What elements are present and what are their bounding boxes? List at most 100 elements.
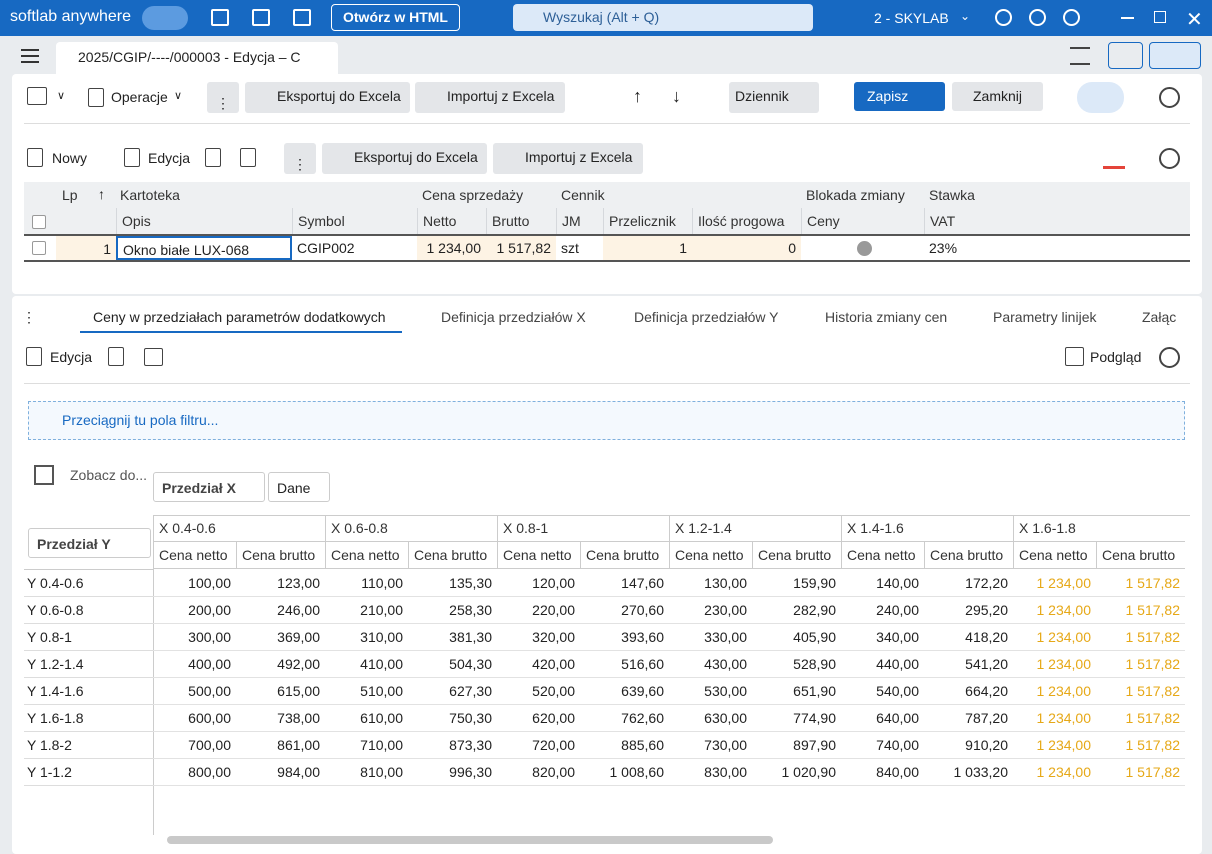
tab[interactable]: Definicja przedziałów X bbox=[441, 309, 586, 325]
pivot-cell: 541,20 bbox=[924, 651, 1013, 678]
refresh-icon[interactable] bbox=[1159, 148, 1180, 169]
see-more[interactable]: Zobacz do... bbox=[70, 467, 147, 483]
measure-header: Cena netto bbox=[669, 542, 752, 569]
bc-icon[interactable] bbox=[293, 9, 311, 26]
operations-caret[interactable]: ∨ bbox=[174, 89, 182, 102]
info-icon[interactable] bbox=[205, 148, 221, 167]
open-html-button[interactable]: Otwórz w HTML bbox=[331, 4, 460, 31]
minimize[interactable] bbox=[1121, 17, 1134, 19]
maximize[interactable] bbox=[1154, 11, 1166, 23]
pivot-cell: 710,00 bbox=[325, 732, 408, 759]
scrollbar[interactable] bbox=[167, 836, 773, 844]
docs-icon[interactable] bbox=[252, 9, 270, 26]
export-button[interactable]: Eksportuj do Excela bbox=[322, 143, 487, 174]
help-icon[interactable] bbox=[995, 9, 1012, 26]
print-caret[interactable]: ∨ bbox=[57, 89, 65, 102]
data-field[interactable]: Dane bbox=[268, 472, 330, 502]
measure-header: Cena netto bbox=[153, 542, 236, 569]
pivot-cell: 620,00 bbox=[497, 705, 580, 732]
preview-icon[interactable] bbox=[1065, 347, 1084, 366]
divider bbox=[24, 123, 1190, 124]
pivot-cell: 282,90 bbox=[752, 597, 841, 624]
delete-icon[interactable] bbox=[108, 347, 124, 366]
chart-icon[interactable] bbox=[1103, 149, 1125, 169]
pivot-cell: 492,00 bbox=[236, 651, 325, 678]
group-header: Blokada zmiany bbox=[801, 182, 905, 208]
more-button[interactable]: ⋮ bbox=[284, 143, 316, 174]
tab[interactable]: Parametry linijek bbox=[993, 309, 1096, 325]
lock-icon bbox=[857, 241, 872, 256]
pivot-cell: 840,00 bbox=[841, 759, 924, 786]
pivot-cell: 100,00 bbox=[153, 570, 236, 597]
pivot-cell: 410,00 bbox=[325, 651, 408, 678]
pivot-cell: 861,00 bbox=[236, 732, 325, 759]
export-button[interactable]: Eksportuj do Excela bbox=[245, 82, 410, 113]
row-cell[interactable]: Okno białe LUX-068 bbox=[116, 236, 292, 260]
save-button[interactable]: Zapisz bbox=[854, 82, 945, 111]
home-icon[interactable] bbox=[211, 9, 229, 26]
print-icon[interactable] bbox=[27, 87, 47, 105]
column-header: Symbol bbox=[292, 208, 417, 234]
pivot-cell: 295,20 bbox=[924, 597, 1013, 624]
tab[interactable]: Załąc bbox=[1142, 309, 1177, 325]
measure-header: Cena brutto bbox=[580, 542, 669, 569]
pivot-cell: 615,00 bbox=[236, 678, 325, 705]
pivot-cell: 530,00 bbox=[669, 678, 752, 705]
row-field[interactable]: Przedział Y bbox=[28, 528, 151, 558]
refresh-icon[interactable] bbox=[1159, 347, 1180, 368]
layout-icon[interactable] bbox=[34, 465, 54, 485]
pivot-cell: 130,00 bbox=[669, 570, 752, 597]
journal-select[interactable]: Dziennik bbox=[729, 82, 819, 113]
close-button[interactable]: Zamknij bbox=[952, 82, 1043, 111]
new[interactable]: Nowy bbox=[52, 150, 87, 166]
document-tab[interactable]: 2025/CGIP/----/000003 - Edycja – C bbox=[56, 42, 338, 74]
filter-zone: Przeciągnij tu pola filtru... bbox=[28, 401, 1185, 440]
status-button[interactable] bbox=[1077, 82, 1124, 113]
row-label: Y 0.6-0.8 bbox=[24, 597, 153, 624]
pivot-cell: 230,00 bbox=[669, 597, 752, 624]
tabs-more[interactable]: ⋮ bbox=[22, 309, 36, 326]
search-box[interactable]: Wyszukaj (Alt + Q) bbox=[513, 4, 813, 31]
delete-icon[interactable] bbox=[240, 148, 256, 167]
pivot-cell: 504,30 bbox=[408, 651, 497, 678]
pivot-cell: 516,60 bbox=[580, 651, 669, 678]
more-button[interactable]: ⋮ bbox=[207, 82, 239, 113]
column-header: JM bbox=[556, 208, 603, 234]
down-arrow[interactable]: ↓ bbox=[672, 86, 681, 107]
company-caret[interactable]: ⌄ bbox=[960, 9, 970, 23]
refresh-icon[interactable] bbox=[1159, 87, 1180, 108]
pivot-cell: 774,90 bbox=[752, 705, 841, 732]
pivot-cell: 440,00 bbox=[841, 651, 924, 678]
column-group: X 0.8-1 bbox=[497, 515, 669, 542]
pivot-cell: 1 517,82 bbox=[1096, 651, 1185, 678]
close[interactable]: ✕ bbox=[1186, 7, 1203, 32]
measure-header: Cena brutto bbox=[236, 542, 325, 569]
measure-header: Cena netto bbox=[497, 542, 580, 569]
tab-underline bbox=[80, 331, 402, 333]
workspace-switch[interactable] bbox=[142, 6, 188, 30]
company-select[interactable]: 2 - SKYLAB bbox=[874, 10, 949, 26]
print-icon[interactable] bbox=[144, 348, 163, 366]
more-icon[interactable] bbox=[1063, 9, 1080, 26]
up-arrow[interactable]: ↑ bbox=[633, 86, 642, 107]
import-button[interactable]: Importuj z Excela bbox=[493, 143, 643, 174]
pivot-cell: 330,00 bbox=[669, 624, 752, 651]
share-button[interactable] bbox=[1108, 42, 1143, 69]
select-all[interactable] bbox=[32, 215, 46, 229]
row-cell: szt bbox=[556, 236, 603, 260]
tab[interactable]: Ceny w przedziałach parametrów dodatkowy… bbox=[93, 309, 386, 325]
pivot-cell: 340,00 bbox=[841, 624, 924, 651]
theme-button[interactable] bbox=[1149, 42, 1201, 69]
pivot-cell: 1 020,90 bbox=[752, 759, 841, 786]
preview[interactable]: Podgląd bbox=[1090, 349, 1141, 365]
row-check[interactable] bbox=[32, 241, 46, 255]
notifications-icon[interactable] bbox=[1029, 9, 1046, 26]
tree-icon[interactable] bbox=[1070, 47, 1090, 65]
import-button[interactable]: Importuj z Excela bbox=[415, 82, 565, 113]
tab[interactable]: Definicja przedziałów Y bbox=[634, 309, 778, 325]
tab[interactable]: Historia zmiany cen bbox=[825, 309, 947, 325]
operations[interactable]: Operacje bbox=[111, 89, 168, 105]
column-field[interactable]: Przedział X bbox=[153, 472, 265, 502]
edit[interactable]: Edycja bbox=[50, 349, 92, 365]
edit[interactable]: Edycja bbox=[148, 150, 190, 166]
